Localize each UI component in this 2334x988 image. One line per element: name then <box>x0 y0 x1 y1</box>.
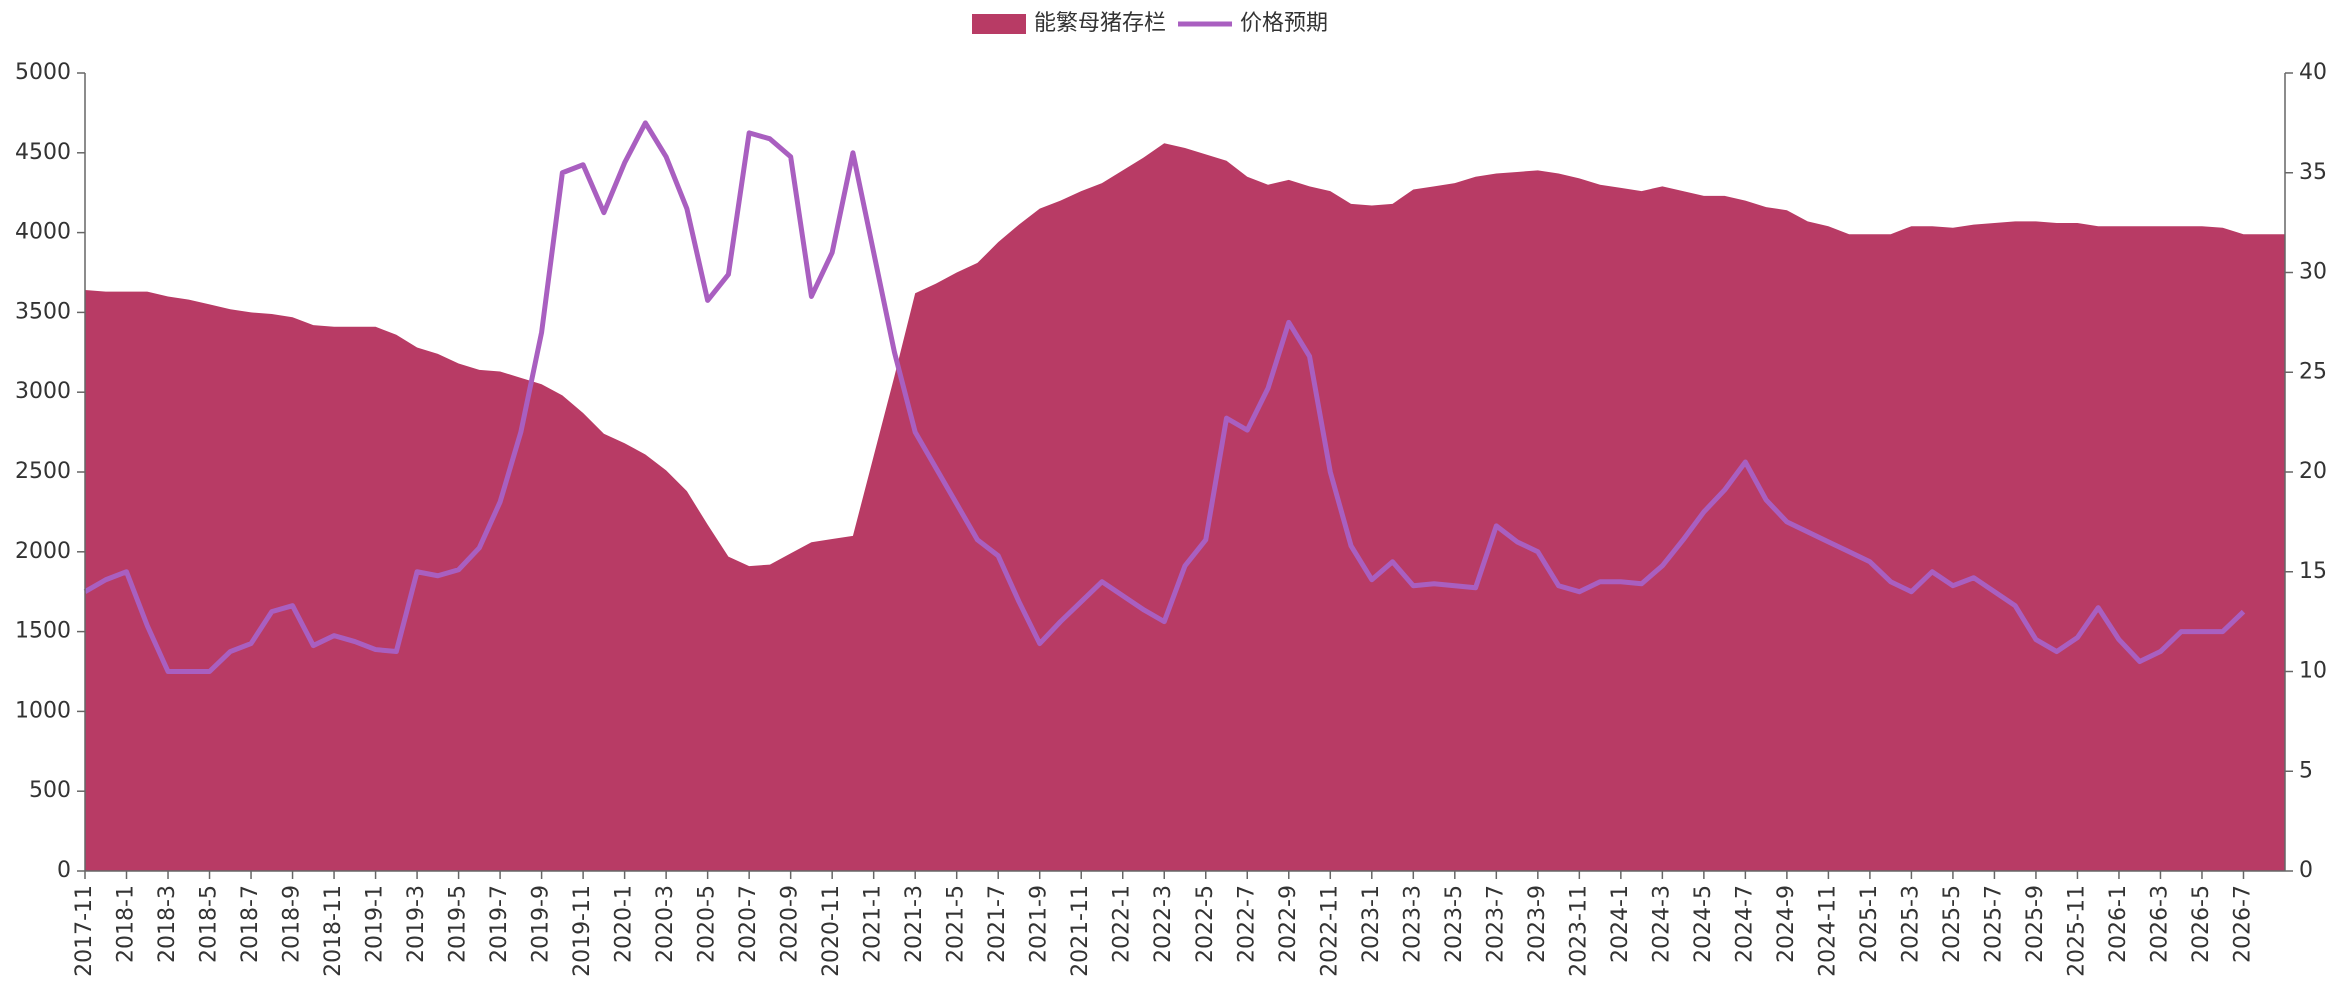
y-tick-label: 2000 <box>15 539 71 564</box>
x-tick-label: 2019-5 <box>446 885 471 963</box>
x-tick-label: 2022-9 <box>1276 885 1301 963</box>
x-tick-label: 2017-11 <box>72 885 97 977</box>
x-tick-label: 2025-9 <box>2023 885 2048 963</box>
x-tick-label: 2020-1 <box>612 885 637 963</box>
x-tick-label: 2022-7 <box>1234 885 1259 963</box>
x-tick-label: 2019-9 <box>529 885 554 963</box>
x-tick-label: 2020-5 <box>695 885 720 963</box>
x-tick-label: 2022-1 <box>1110 885 1135 963</box>
x-tick-label: 2026-3 <box>2147 885 2172 963</box>
area <box>85 143 2285 871</box>
x-tick-label: 2026-1 <box>2106 885 2131 963</box>
x-tick-label: 2024-3 <box>1649 885 1674 963</box>
x-tick-label: 2018-7 <box>238 885 263 963</box>
x-tick-label: 2024-11 <box>1815 885 1840 977</box>
x-tick-label: 2025-11 <box>2064 885 2089 977</box>
x-tick-label: 2020-9 <box>778 885 803 963</box>
x-tick-label: 2020-7 <box>736 885 761 963</box>
y2-tick-label: 20 <box>2299 459 2327 484</box>
x-tick-label: 2025-5 <box>1940 885 1965 963</box>
x-tick-label: 2021-11 <box>1068 885 1093 977</box>
x-tick-label: 2023-3 <box>1400 885 1425 963</box>
y-tick-label: 0 <box>57 858 71 883</box>
x-tick-label: 2021-3 <box>902 885 927 963</box>
x-tick-label: 2025-3 <box>1898 885 1923 963</box>
x-tick-label: 2022-11 <box>1317 885 1342 977</box>
y-tick-label: 2500 <box>15 459 71 484</box>
y-tick-label: 3000 <box>15 379 71 404</box>
y-tick-label: 500 <box>29 778 71 803</box>
x-tick-label: 2019-7 <box>487 885 512 963</box>
legend-swatch <box>972 14 1026 34</box>
y-tick-label: 3500 <box>15 299 71 324</box>
line <box>83 120 2246 674</box>
legend-label: 价格预期 <box>1240 11 1328 36</box>
x-tick-label: 2018-5 <box>197 885 222 963</box>
x-tick-label: 2024-5 <box>1691 885 1716 963</box>
x-tick-label: 2022-5 <box>1193 885 1218 963</box>
x-tick-label: 2024-7 <box>1732 885 1757 963</box>
x-tick-label: 2018-1 <box>114 885 139 963</box>
y-tick-label: 4500 <box>15 140 71 165</box>
x-tick-label: 2019-1 <box>363 885 388 963</box>
y2-tick-label: 35 <box>2299 160 2327 185</box>
x-tick-label: 2018-9 <box>280 885 305 963</box>
x-tick-label: 2023-7 <box>1483 885 1508 963</box>
x-tick-label: 2018-11 <box>321 885 346 977</box>
x-tick-label: 2023-5 <box>1442 885 1467 963</box>
x-tick-label: 2020-3 <box>653 885 678 963</box>
x-tick-label: 2024-1 <box>1608 885 1633 963</box>
x-tick-label: 2023-11 <box>1566 885 1591 977</box>
y-tick-label: 5000 <box>15 60 71 85</box>
x-tick-label: 2026-5 <box>2189 885 2214 963</box>
legend-label: 能繁母猪存栏 <box>1034 11 1166 36</box>
x-tick-label: 2019-3 <box>404 885 429 963</box>
x-tick-label: 2023-9 <box>1525 885 1550 963</box>
x-tick-label: 2023-1 <box>1359 885 1384 963</box>
x-tick-label: 2026-7 <box>2230 885 2255 963</box>
y2-tick-label: 10 <box>2299 659 2327 684</box>
x-tick-label: 2019-11 <box>570 885 595 977</box>
y-tick-label: 1000 <box>15 698 71 723</box>
y-tick-label: 4000 <box>15 220 71 245</box>
x-tick-label: 2018-3 <box>155 885 180 963</box>
y2-tick-label: 15 <box>2299 559 2327 584</box>
y2-tick-label: 40 <box>2299 60 2327 85</box>
x-tick-label: 2025-1 <box>1857 885 1882 963</box>
x-tick-label: 2025-7 <box>1981 885 2006 963</box>
y2-tick-label: 25 <box>2299 359 2327 384</box>
y-tick-label: 1500 <box>15 619 71 644</box>
y2-tick-label: 0 <box>2299 858 2313 883</box>
x-tick-label: 2021-9 <box>1027 885 1052 963</box>
y2-tick-label: 30 <box>2299 260 2327 285</box>
x-tick-label: 2024-9 <box>1774 885 1799 963</box>
x-tick-label: 2021-1 <box>861 885 886 963</box>
x-tick-label: 2020-11 <box>819 885 844 977</box>
x-tick-label: 2021-5 <box>944 885 969 963</box>
x-tick-label: 2022-3 <box>1151 885 1176 963</box>
x-tick-label: 2021-7 <box>985 885 1010 963</box>
y2-tick-label: 5 <box>2299 758 2313 783</box>
